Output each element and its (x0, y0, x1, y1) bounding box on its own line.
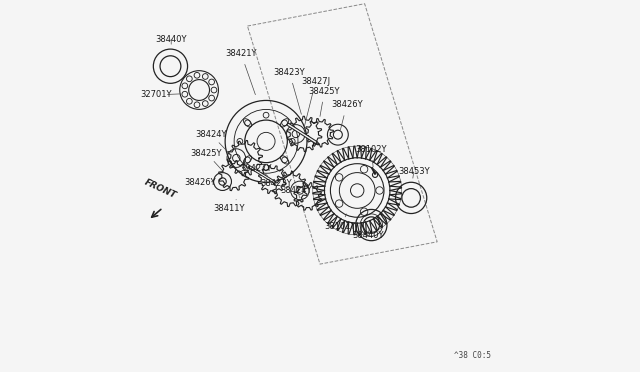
Text: 38440Y: 38440Y (352, 231, 383, 240)
Text: 38423Y: 38423Y (260, 179, 292, 187)
Text: 38101Y: 38101Y (324, 222, 356, 231)
Text: ^38 C0:5: ^38 C0:5 (454, 351, 491, 360)
Text: FRONT: FRONT (143, 177, 178, 200)
Text: 38424Y: 38424Y (280, 186, 312, 195)
Text: 38427J: 38427J (301, 77, 330, 86)
Text: 38425Y: 38425Y (191, 149, 222, 158)
Text: 38421Y: 38421Y (225, 49, 257, 58)
Text: 38102Y: 38102Y (356, 145, 387, 154)
Text: 38453Y: 38453Y (398, 167, 429, 176)
Text: 38424Y: 38424Y (196, 130, 227, 139)
Text: 38411Y: 38411Y (213, 204, 244, 213)
Text: 32701Y: 32701Y (141, 90, 172, 99)
Text: 38440Y: 38440Y (156, 35, 187, 44)
Text: 38423Y: 38423Y (274, 68, 305, 77)
Text: 39427Y: 39427Y (240, 164, 272, 173)
Text: 38426Y: 38426Y (184, 178, 216, 187)
Text: 38426Y: 38426Y (331, 100, 363, 109)
Text: 38425Y: 38425Y (308, 87, 340, 96)
